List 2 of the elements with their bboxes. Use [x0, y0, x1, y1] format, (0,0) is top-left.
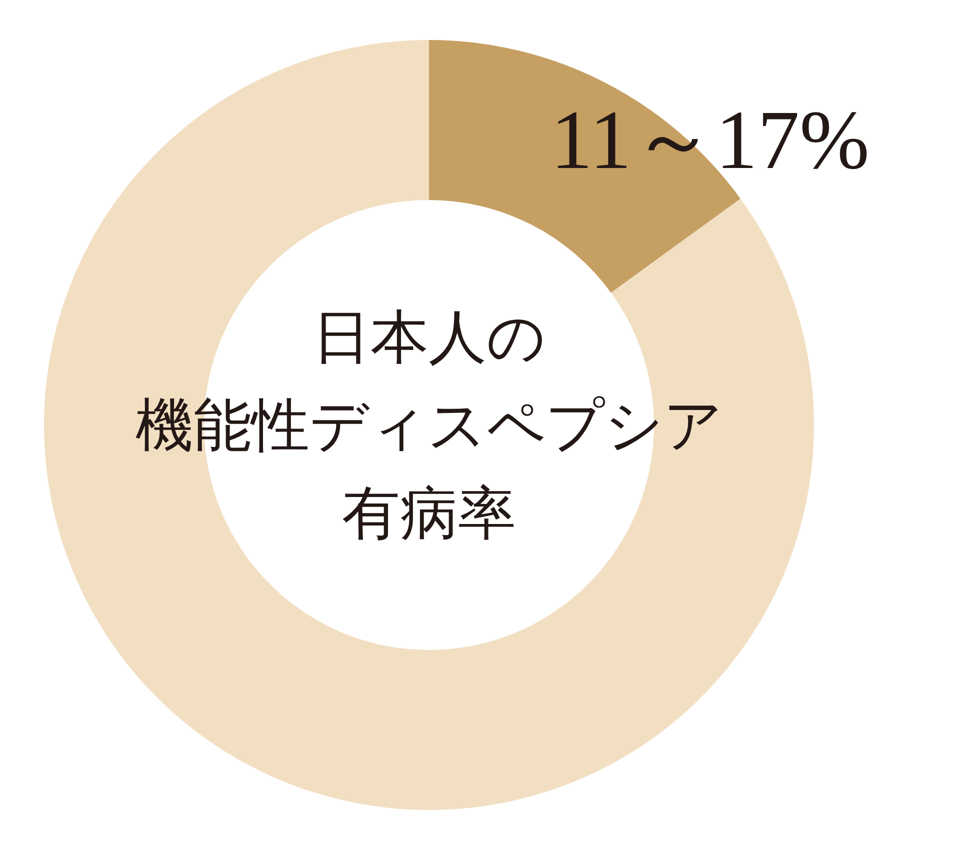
text: 11～17% [550, 94, 870, 187]
text: 日本人の機能性ディスペプシア有病率 [136, 305, 722, 546]
